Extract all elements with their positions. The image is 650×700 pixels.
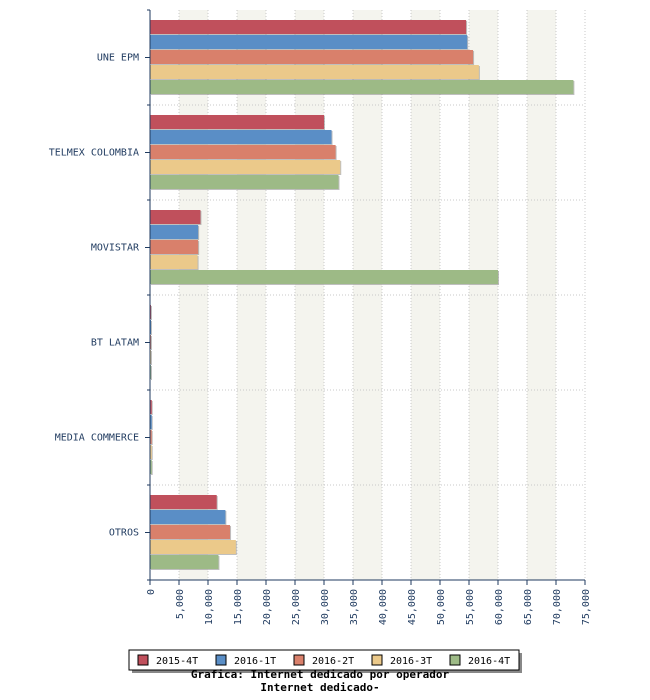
legend-label: 2016-2T (312, 656, 354, 667)
category-label: MOVISTAR (91, 243, 140, 254)
x-tick-label: 45,000 (407, 589, 418, 625)
legend-swatch (215, 654, 227, 666)
bar (150, 270, 498, 284)
bar (150, 415, 152, 429)
bar (150, 460, 152, 474)
x-tick-label: 65,000 (523, 589, 534, 625)
grid-lines (150, 10, 586, 580)
category-label: UNE EPM (97, 53, 139, 64)
bar-shadow (151, 401, 153, 415)
category-label: BT LATAM (91, 338, 139, 349)
bar (150, 145, 336, 159)
category-label: OTROS (109, 528, 139, 539)
x-tick-label: 35,000 (349, 589, 360, 625)
bar (150, 540, 236, 554)
legend-label: 2016-3T (390, 656, 432, 667)
bar (150, 20, 467, 34)
legend-label: 2016-1T (234, 656, 276, 667)
bar-shadow (151, 446, 153, 460)
legend-label: 2016-4T (468, 656, 510, 667)
bar (150, 430, 152, 444)
bar (150, 225, 199, 239)
x-tick-label: 50,000 (436, 589, 447, 625)
bar-shadow (151, 351, 152, 365)
legend-swatch (371, 654, 383, 666)
bar (150, 555, 219, 569)
category-label: MEDIA COMMERCE (55, 433, 139, 444)
x-tick-label: 40,000 (378, 589, 389, 625)
bar (150, 445, 152, 459)
x-tick-label: 70,000 (552, 589, 563, 625)
tick-labels: 0 5,000 10,000 15,000 20,000 25,000 30,000 35,0… (146, 589, 592, 625)
axes (145, 9, 586, 585)
bar (150, 510, 226, 524)
bar (150, 240, 199, 254)
bar (150, 525, 231, 539)
chart-subtitle: Internet dedicado- (260, 681, 379, 694)
x-tick-label: 5,000 (175, 589, 186, 619)
bar (150, 35, 468, 49)
grid-bands (179, 10, 556, 580)
chart-title: Grafica: Internet dedicado por operador (191, 668, 450, 681)
x-tick-label: 0 (146, 589, 157, 595)
x-tick-label: 15,000 (233, 589, 244, 625)
legend-swatch (449, 654, 461, 666)
bar-shadow (151, 431, 153, 445)
category-label: TELMEX COLOMBIA (49, 148, 139, 159)
x-tick-label: 55,000 (465, 589, 476, 625)
bar (150, 50, 474, 64)
x-tick-label: 20,000 (262, 589, 273, 625)
x-tick-label: 60,000 (494, 589, 505, 625)
bar (150, 400, 152, 414)
category-labels: UNE EPM TELMEX COLOMBIA MOVISTAR BT LATAM ME… (49, 53, 140, 539)
bar-shadow (151, 306, 152, 320)
legend-swatch (293, 654, 305, 666)
x-tick-label: 25,000 (291, 589, 302, 625)
legend-label: 2015-4T (156, 656, 198, 667)
x-tick-label: 10,000 (204, 589, 215, 625)
bar (150, 160, 341, 174)
bar (150, 255, 198, 269)
bar (150, 175, 339, 189)
bar-shadow (151, 321, 152, 335)
legend: 2015-4T 2016-1T 2016-2T 2016-3T 2016-4T (128, 649, 522, 673)
bar (150, 210, 201, 224)
x-tick-label: 30,000 (320, 589, 331, 625)
bar (150, 130, 332, 144)
legend-swatch (137, 654, 149, 666)
bar (150, 65, 479, 79)
bar-shadow (151, 461, 153, 475)
bars (150, 20, 575, 570)
x-tick-label: 75,000 (581, 589, 592, 625)
bar-shadow (151, 416, 153, 430)
bar (150, 495, 217, 509)
bar (150, 115, 324, 129)
bar-shadow (151, 336, 152, 350)
bar-shadow (151, 366, 152, 380)
bar (150, 80, 574, 94)
